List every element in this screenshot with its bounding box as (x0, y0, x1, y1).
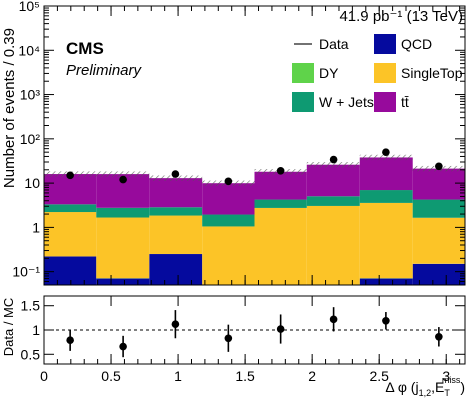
y-tick-label: 10³ (20, 87, 41, 103)
x-tick-label: 1.5 (235, 368, 255, 384)
preliminary-label: Preliminary (66, 62, 143, 79)
bar (149, 178, 203, 208)
series-tt- (44, 157, 465, 215)
stacked-histogram (44, 157, 465, 285)
bar (96, 217, 150, 279)
ratio-point (276, 325, 285, 333)
ratio-point (435, 333, 443, 341)
y-tick-label: 10 (24, 175, 40, 191)
x-tick-label: 2.5 (369, 368, 389, 384)
legend-swatch (292, 63, 314, 83)
x-tick-label: 3 (442, 368, 450, 384)
bar (306, 164, 360, 197)
y-tick-label: 10⁵ (19, 0, 40, 14)
bar (149, 254, 203, 285)
bar (202, 183, 255, 215)
y-axis-label: Number of events / 0.39 (1, 28, 18, 188)
bar (412, 217, 465, 264)
ratio-point (382, 316, 390, 325)
bar (202, 214, 255, 227)
bar (412, 199, 465, 218)
uncertainty-box (149, 175, 203, 181)
ratio-point (224, 334, 233, 343)
x-tick-label: 0 (40, 368, 48, 384)
ratio-point (119, 342, 127, 351)
bar (359, 190, 413, 203)
x-tick-label: 0.5 (101, 368, 121, 384)
x-axis-label: Δ φ (j1,2,ETmiss) (385, 375, 465, 398)
bar (306, 205, 360, 285)
legend-label: tt̄ (401, 94, 409, 110)
uncertainty-box (359, 154, 413, 161)
legend-label: DY (319, 65, 339, 81)
data-point (382, 148, 390, 156)
legend-label: W + Jets (319, 94, 374, 110)
data-point (276, 166, 285, 175)
ratio-y-tick-label: 1.5 (21, 298, 41, 314)
bar (254, 207, 307, 285)
bar (202, 226, 255, 285)
bar (306, 196, 360, 206)
y-tick-label: 10⁻¹ (12, 264, 40, 280)
y-tick-label: 10² (20, 131, 41, 147)
bar (44, 204, 97, 213)
x-tick-label: 1 (174, 368, 182, 384)
bar (96, 278, 150, 285)
bar (44, 256, 97, 285)
ratio-y-tick-label: 1 (32, 322, 40, 338)
data-point (435, 162, 443, 171)
bar (359, 278, 413, 285)
y-tick-label: 1 (32, 219, 40, 235)
legend-swatch (374, 92, 396, 112)
series-singletop (44, 202, 465, 285)
uncertainty-box (96, 171, 150, 177)
legend-swatch (374, 34, 396, 54)
y-tick-label: 10⁴ (18, 42, 40, 58)
series-w-jets (44, 190, 465, 227)
bar (359, 157, 413, 191)
ratio-point (329, 315, 338, 324)
data-point (171, 170, 180, 178)
data-point (119, 175, 127, 184)
data-point (329, 155, 338, 164)
bar (44, 212, 97, 257)
cms-label: CMS (66, 39, 104, 58)
ratio-point (171, 320, 180, 328)
bar (412, 263, 465, 285)
bar (359, 202, 413, 279)
data-point (66, 171, 74, 180)
ratio-panel-frame: 0.5 1 1.5 0 0.5 1 1.5 2 2.5 3 (21, 295, 466, 384)
x-tick-label: 2 (308, 368, 316, 384)
legend-label: SingleTop (401, 65, 463, 81)
main-panel-frame: 10⁻¹ 1 10 10² 10³ 10⁴ 10⁵ (12, 0, 466, 286)
bar (96, 207, 150, 218)
legend: Data QCD DY SingleTop W + Jets tt̄ (292, 34, 463, 112)
legend-swatch (292, 92, 314, 112)
bar (149, 215, 203, 254)
series-qcd (44, 254, 465, 285)
legend-swatch (374, 63, 396, 83)
uncertainty-box (306, 162, 360, 168)
ratio-points (66, 307, 443, 358)
legend-label: Data (319, 36, 349, 52)
bar (149, 207, 203, 216)
bar (412, 168, 465, 200)
data-point (224, 177, 233, 186)
lumi-label: 41.9 pb⁻¹ (13 TeV) (339, 8, 463, 25)
ratio-point (66, 336, 74, 345)
ratio-y-tick-label: 0.5 (21, 346, 41, 362)
legend-label: QCD (401, 36, 432, 52)
ratio-y-axis-label: Data / MC (1, 298, 16, 357)
bar (254, 171, 307, 200)
bar (254, 199, 307, 208)
data-points (66, 148, 443, 186)
